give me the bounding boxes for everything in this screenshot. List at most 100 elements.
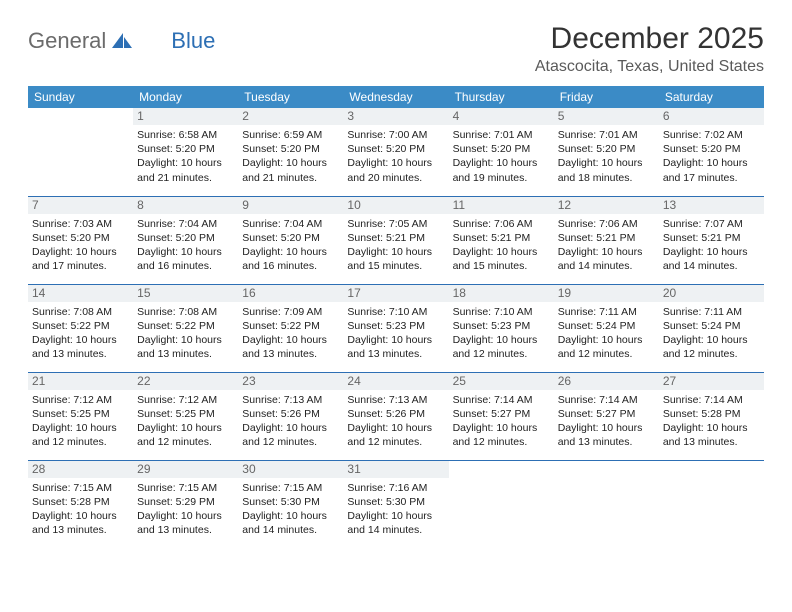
daylight-text: Daylight: 10 hours and 13 minutes.: [663, 421, 760, 449]
sunset-text: Sunset: 5:27 PM: [558, 407, 655, 421]
calendar-week-row: 1Sunrise: 6:58 AMSunset: 5:20 PMDaylight…: [28, 108, 764, 196]
sunset-text: Sunset: 5:20 PM: [137, 231, 234, 245]
day-number: 23: [238, 373, 343, 390]
day-number: 17: [343, 285, 448, 302]
day-number-empty: [554, 461, 659, 478]
calendar-cell: 4Sunrise: 7:01 AMSunset: 5:20 PMDaylight…: [449, 108, 554, 196]
calendar-cell: 18Sunrise: 7:10 AMSunset: 5:23 PMDayligh…: [449, 284, 554, 372]
sunrise-text: Sunrise: 7:08 AM: [32, 305, 129, 319]
calendar-week-row: 21Sunrise: 7:12 AMSunset: 5:25 PMDayligh…: [28, 372, 764, 460]
day-number: 4: [449, 108, 554, 125]
sunrise-text: Sunrise: 7:04 AM: [242, 217, 339, 231]
sunrise-text: Sunrise: 7:01 AM: [558, 128, 655, 142]
sunrise-text: Sunrise: 7:13 AM: [242, 393, 339, 407]
sunrise-text: Sunrise: 6:58 AM: [137, 128, 234, 142]
calendar-cell-empty: [449, 460, 554, 548]
sunrise-text: Sunrise: 7:00 AM: [347, 128, 444, 142]
title-block: December 2025 Atascocita, Texas, United …: [535, 22, 764, 84]
daylight-text: Daylight: 10 hours and 17 minutes.: [663, 156, 760, 184]
sunset-text: Sunset: 5:30 PM: [347, 495, 444, 509]
daylight-text: Daylight: 10 hours and 12 minutes.: [558, 333, 655, 361]
calendar-cell: 12Sunrise: 7:06 AMSunset: 5:21 PMDayligh…: [554, 196, 659, 284]
calendar-cell: 24Sunrise: 7:13 AMSunset: 5:26 PMDayligh…: [343, 372, 448, 460]
sunrise-text: Sunrise: 7:15 AM: [137, 481, 234, 495]
sunrise-text: Sunrise: 7:13 AM: [347, 393, 444, 407]
weekday-header: Saturday: [659, 86, 764, 108]
calendar-cell: 16Sunrise: 7:09 AMSunset: 5:22 PMDayligh…: [238, 284, 343, 372]
sunset-text: Sunset: 5:21 PM: [558, 231, 655, 245]
sunset-text: Sunset: 5:20 PM: [242, 231, 339, 245]
sunset-text: Sunset: 5:20 PM: [32, 231, 129, 245]
sunrise-text: Sunrise: 7:14 AM: [453, 393, 550, 407]
sunset-text: Sunset: 5:21 PM: [453, 231, 550, 245]
calendar-body: 1Sunrise: 6:58 AMSunset: 5:20 PMDaylight…: [28, 108, 764, 548]
daylight-text: Daylight: 10 hours and 13 minutes.: [347, 333, 444, 361]
sunrise-text: Sunrise: 7:16 AM: [347, 481, 444, 495]
day-number-empty: [659, 461, 764, 478]
sunset-text: Sunset: 5:20 PM: [347, 142, 444, 156]
calendar-cell: 1Sunrise: 6:58 AMSunset: 5:20 PMDaylight…: [133, 108, 238, 196]
day-number: 6: [659, 108, 764, 125]
calendar-cell: 21Sunrise: 7:12 AMSunset: 5:25 PMDayligh…: [28, 372, 133, 460]
sunset-text: Sunset: 5:20 PM: [242, 142, 339, 156]
sunrise-text: Sunrise: 7:15 AM: [242, 481, 339, 495]
daylight-text: Daylight: 10 hours and 14 minutes.: [242, 509, 339, 537]
calendar-cell: 10Sunrise: 7:05 AMSunset: 5:21 PMDayligh…: [343, 196, 448, 284]
logo-text-blue: Blue: [171, 28, 215, 54]
daylight-text: Daylight: 10 hours and 21 minutes.: [137, 156, 234, 184]
calendar-cell: 11Sunrise: 7:06 AMSunset: 5:21 PMDayligh…: [449, 196, 554, 284]
calendar-cell: 30Sunrise: 7:15 AMSunset: 5:30 PMDayligh…: [238, 460, 343, 548]
day-number: 20: [659, 285, 764, 302]
sunset-text: Sunset: 5:22 PM: [137, 319, 234, 333]
day-number: 27: [659, 373, 764, 390]
sunset-text: Sunset: 5:20 PM: [137, 142, 234, 156]
daylight-text: Daylight: 10 hours and 12 minutes.: [347, 421, 444, 449]
calendar-cell: 19Sunrise: 7:11 AMSunset: 5:24 PMDayligh…: [554, 284, 659, 372]
day-number: 24: [343, 373, 448, 390]
calendar-table: SundayMondayTuesdayWednesdayThursdayFrid…: [28, 86, 764, 548]
sunrise-text: Sunrise: 7:05 AM: [347, 217, 444, 231]
sunset-text: Sunset: 5:24 PM: [663, 319, 760, 333]
daylight-text: Daylight: 10 hours and 14 minutes.: [558, 245, 655, 273]
day-number: 8: [133, 197, 238, 214]
day-number-empty: [28, 108, 133, 125]
brand-logo: General Blue: [28, 22, 215, 54]
day-number: 29: [133, 461, 238, 478]
calendar-cell: 26Sunrise: 7:14 AMSunset: 5:27 PMDayligh…: [554, 372, 659, 460]
calendar-page: General Blue December 2025 Atascocita, T…: [0, 0, 792, 566]
day-number: 31: [343, 461, 448, 478]
day-number: 13: [659, 197, 764, 214]
weekday-header: Friday: [554, 86, 659, 108]
daylight-text: Daylight: 10 hours and 13 minutes.: [242, 333, 339, 361]
sunset-text: Sunset: 5:20 PM: [558, 142, 655, 156]
daylight-text: Daylight: 10 hours and 18 minutes.: [558, 156, 655, 184]
sunset-text: Sunset: 5:21 PM: [663, 231, 760, 245]
sunset-text: Sunset: 5:25 PM: [137, 407, 234, 421]
location-subtitle: Atascocita, Texas, United States: [535, 58, 764, 76]
daylight-text: Daylight: 10 hours and 21 minutes.: [242, 156, 339, 184]
sunset-text: Sunset: 5:23 PM: [453, 319, 550, 333]
sunrise-text: Sunrise: 7:10 AM: [453, 305, 550, 319]
daylight-text: Daylight: 10 hours and 12 minutes.: [663, 333, 760, 361]
sunrise-text: Sunrise: 7:01 AM: [453, 128, 550, 142]
day-number: 16: [238, 285, 343, 302]
calendar-cell: 6Sunrise: 7:02 AMSunset: 5:20 PMDaylight…: [659, 108, 764, 196]
weekday-header: Thursday: [449, 86, 554, 108]
calendar-cell: 22Sunrise: 7:12 AMSunset: 5:25 PMDayligh…: [133, 372, 238, 460]
month-title: December 2025: [535, 22, 764, 56]
sunset-text: Sunset: 5:22 PM: [32, 319, 129, 333]
sunrise-text: Sunrise: 7:08 AM: [137, 305, 234, 319]
daylight-text: Daylight: 10 hours and 14 minutes.: [663, 245, 760, 273]
sunset-text: Sunset: 5:28 PM: [32, 495, 129, 509]
daylight-text: Daylight: 10 hours and 12 minutes.: [242, 421, 339, 449]
sunrise-text: Sunrise: 7:11 AM: [663, 305, 760, 319]
daylight-text: Daylight: 10 hours and 13 minutes.: [558, 421, 655, 449]
daylight-text: Daylight: 10 hours and 17 minutes.: [32, 245, 129, 273]
logo-text-general: General: [28, 28, 106, 54]
daylight-text: Daylight: 10 hours and 12 minutes.: [137, 421, 234, 449]
daylight-text: Daylight: 10 hours and 12 minutes.: [453, 333, 550, 361]
calendar-cell: 28Sunrise: 7:15 AMSunset: 5:28 PMDayligh…: [28, 460, 133, 548]
calendar-cell: 2Sunrise: 6:59 AMSunset: 5:20 PMDaylight…: [238, 108, 343, 196]
sunset-text: Sunset: 5:25 PM: [32, 407, 129, 421]
day-number: 15: [133, 285, 238, 302]
